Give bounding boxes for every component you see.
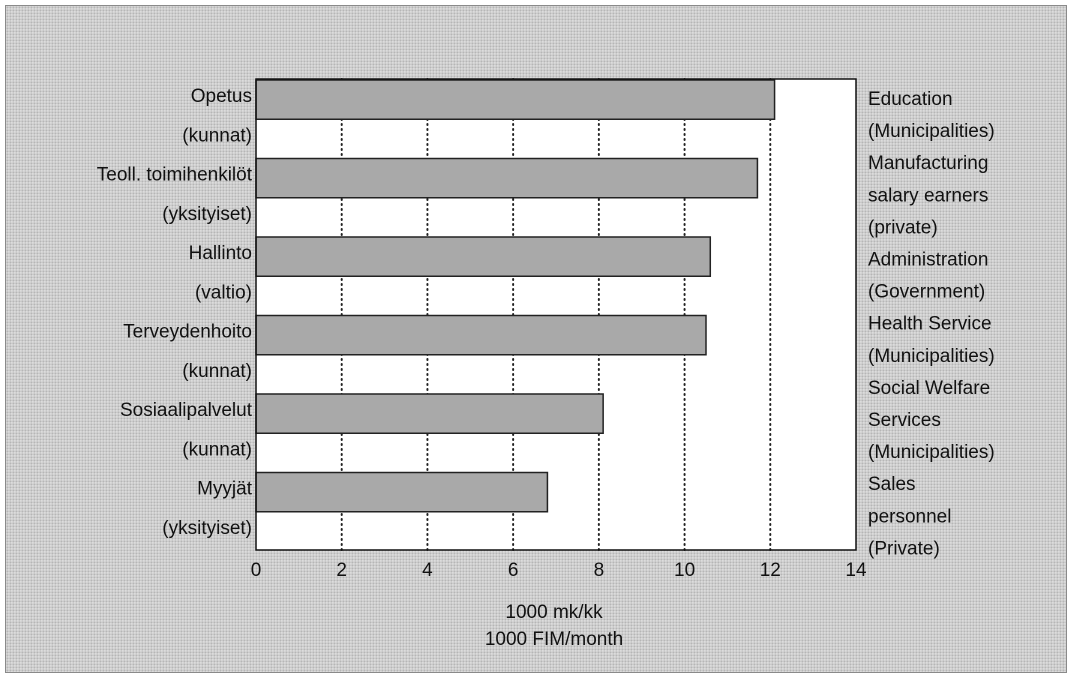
category-label-en: Health Service [868, 314, 992, 335]
category-label-fi: Opetus [191, 86, 252, 107]
category-label-en: Social Welfare [868, 378, 990, 399]
category-label-en: Manufacturing [868, 153, 988, 174]
category-label-fi: (kunnat) [182, 361, 252, 382]
x-axis-title: 1000 FIM/month [485, 629, 623, 650]
x-tick-label: 10 [674, 560, 695, 581]
category-label-en: Education [868, 89, 953, 110]
category-label-fi: (kunnat) [182, 125, 252, 146]
category-label-fi: (yksityiset) [162, 204, 252, 225]
x-tick-label: 4 [422, 560, 433, 581]
bar-4 [255, 393, 604, 434]
bar-1 [255, 157, 759, 199]
category-label-en: (Private) [868, 538, 940, 559]
category-label-en: Services [868, 410, 941, 431]
category-label-fi: (yksityiset) [162, 518, 252, 539]
category-label-fi: Teoll. toimihenkilöt [97, 165, 253, 186]
chart-frame: Opetus (kunnat) Teoll. toimihenkilöt (yksit… [5, 5, 1067, 673]
category-label-en: (private) [868, 217, 938, 238]
category-label-fi: (valtio) [195, 282, 252, 303]
category-label-fi: (kunnat) [182, 439, 252, 460]
category-label-en: (Municipalities) [868, 121, 995, 142]
x-tick-label: 14 [845, 560, 867, 581]
x-tick-label: 8 [594, 560, 605, 581]
category-label-fi: Myyjät [197, 479, 253, 500]
category-label-en: (Municipalities) [868, 442, 995, 463]
x-tick-label: 6 [508, 560, 519, 581]
bar-2 [255, 236, 712, 277]
category-label-fi: Terveydenhoito [123, 322, 252, 343]
x-tick-label: 2 [336, 560, 347, 581]
category-label-en: Administration [868, 250, 988, 271]
bar-5 [255, 471, 549, 513]
plot-border [255, 78, 857, 551]
plot-area [256, 79, 856, 550]
category-label-en: (Government) [868, 282, 985, 303]
bar-chart: Opetus (kunnat) Teoll. toimihenkilöt (yksit… [97, 78, 995, 650]
category-label-en: Sales [868, 474, 916, 495]
x-tick-label: 0 [251, 560, 262, 581]
category-label-fi: Sosiaalipalvelut [120, 400, 253, 421]
category-label-en: personnel [868, 506, 951, 527]
x-axis-title: 1000 mk/kk [505, 602, 603, 623]
category-label-fi: Hallinto [189, 243, 252, 264]
category-label-en: (Municipalities) [868, 346, 995, 367]
bar-3 [255, 314, 707, 356]
bar-0 [255, 79, 776, 120]
x-tick-label: 12 [760, 560, 781, 581]
category-label-en: salary earners [868, 185, 988, 206]
